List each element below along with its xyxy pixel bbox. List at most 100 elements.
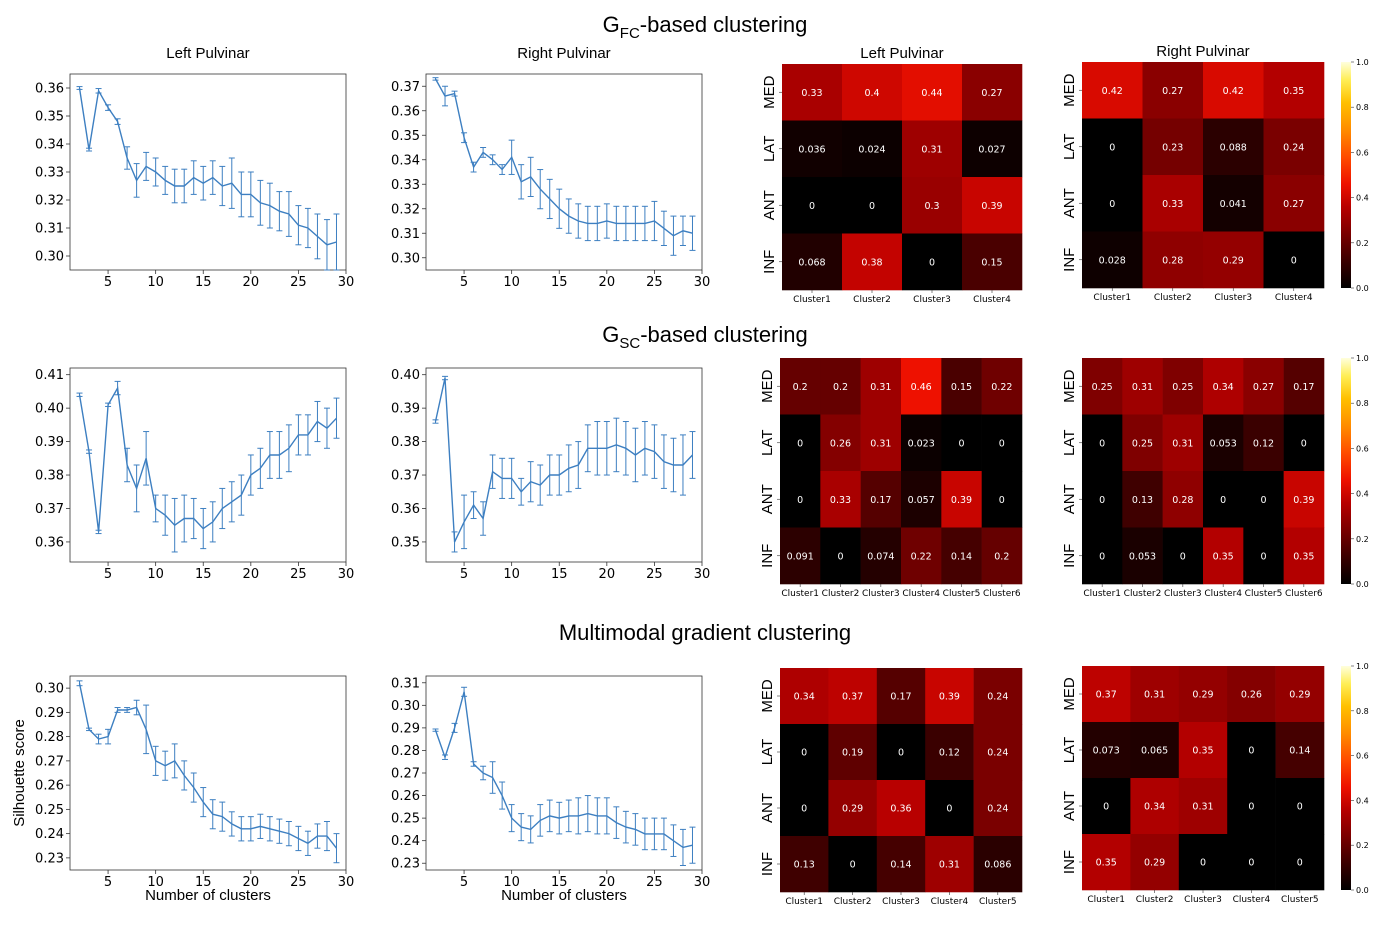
series-line [78, 87, 337, 246]
heatmap-cell [1275, 834, 1325, 891]
colorbar-tick-label: 0.8 [1356, 707, 1369, 716]
row-label: ANT [1061, 188, 1078, 218]
line-chart: 5 10 15 20 25 30 0.23 0.24 0.25 0.26 0.27 0.28 0.29 0… [391, 675, 710, 904]
heatmap-cell [1283, 358, 1325, 415]
x-axis-label: Number of clusters [501, 887, 627, 904]
cell-value-label: 0.2 [793, 382, 808, 393]
heatmap-cell [1082, 527, 1123, 585]
col-label: Cluster6 [1285, 589, 1323, 599]
heatmap-cell [828, 836, 878, 893]
cell-value-label: 0.22 [911, 551, 932, 562]
heatmap-cell [1243, 471, 1284, 528]
row-label: MED [759, 369, 776, 403]
row-label: MED [1061, 677, 1078, 711]
col-label: Cluster3 [1214, 293, 1252, 303]
y-tick-label: 0.31 [391, 676, 420, 691]
y-tick-label: 0.23 [35, 851, 64, 866]
cell-value-label: 0.13 [794, 860, 815, 871]
cell-value-label: 0.027 [978, 144, 1005, 155]
heatmap-cell [820, 414, 861, 472]
y-tick-label: 0.30 [35, 250, 64, 265]
cell-value-label: 0.26 [1241, 690, 1262, 701]
cell-value-label: 0.24 [987, 748, 1008, 759]
colorbar-tick-label: 0.0 [1356, 284, 1369, 293]
col-label: Cluster3 [1164, 589, 1202, 599]
heatmap-cell [1178, 722, 1228, 779]
line-chart: 5 10 15 20 25 30 0.23 0.24 0.25 0.26 0.27 0.28 0.29 0… [11, 675, 354, 904]
y-tick-label: 0.32 [35, 194, 64, 209]
heatmap-cell [962, 233, 1023, 291]
cell-value-label: 0.29 [1192, 690, 1213, 701]
cell-value-label: 0.27 [1253, 382, 1274, 393]
x-tick-label: 15 [195, 875, 212, 890]
cell-value-label: 0.33 [1162, 199, 1183, 210]
heatmap-cell [828, 780, 878, 837]
heatmap-cell [1130, 834, 1180, 891]
cell-value-label: 0.42 [1223, 86, 1244, 97]
row-title-sub: FC [620, 25, 640, 42]
x-tick-label: 20 [243, 567, 260, 582]
heatmap-cell [1227, 722, 1276, 779]
col-label: Cluster5 [943, 589, 981, 599]
cell-value-label: 0 [850, 860, 856, 871]
cell-value-label: 0.24 [987, 804, 1008, 815]
heatmap-cell [780, 724, 829, 781]
x-tick-label: 10 [147, 567, 164, 582]
x-tick-label: 25 [646, 875, 663, 890]
heatmap-cell [876, 780, 926, 837]
heatmap-cell [902, 64, 963, 121]
cell-value-label: 0 [1260, 551, 1266, 562]
heatmap-cell [780, 836, 829, 893]
colorbar-gradient [1341, 358, 1351, 584]
row-label: ANT [759, 793, 776, 823]
cell-value-label: 0.34 [1213, 382, 1234, 393]
row-label: MED [761, 75, 778, 109]
colorbar-tick-label: 0.8 [1356, 103, 1369, 112]
y-tick-label: 0.36 [35, 535, 64, 550]
y-tick-label: 0.36 [391, 502, 420, 517]
heatmap-cell [1082, 358, 1123, 415]
y-tick-label: 0.36 [391, 104, 420, 119]
heatmap-cell [941, 471, 982, 528]
y-tick-label: 0.35 [391, 129, 420, 144]
y-tick-label: 0.25 [391, 812, 420, 827]
y-tick-label: 0.29 [391, 721, 420, 736]
y-tick-label: 0.34 [391, 153, 420, 168]
x-tick-label: 10 [503, 875, 520, 890]
heatmap-cell [1082, 414, 1123, 472]
heatmap-cell [1082, 722, 1131, 779]
line-chart: Right Pulvinar 5 10 15 20 25 30 0.30 0.31 0.32 0.3… [391, 45, 710, 290]
x-tick-label: 20 [243, 275, 260, 290]
cell-value-label: 0 [929, 257, 935, 268]
cell-value-label: 0.074 [867, 551, 894, 562]
x-tick-label: 5 [104, 567, 112, 582]
heatmap: 0.34 0.37 0.17 0.39 0.24 0 0.19 0 0.12 0.24 0 0.29 0… [759, 668, 1023, 907]
cell-value-label: 0.088 [1220, 142, 1247, 153]
row-title: Multimodal gradient clustering [559, 620, 851, 645]
colorbar-tick-label: 0.0 [1356, 886, 1369, 895]
col-label: Cluster1 [785, 897, 823, 907]
row-label: INF [761, 250, 778, 274]
heatmap-cell [1130, 722, 1180, 779]
heatmap-cell [860, 527, 902, 585]
col-label: Cluster1 [1093, 293, 1131, 303]
x-tick-label: 10 [147, 275, 164, 290]
heatmap-cell [1227, 778, 1276, 835]
heatmap-cell [973, 780, 1023, 837]
heatmap-cell [1263, 175, 1325, 232]
heatmap-cell [860, 358, 902, 415]
cell-value-label: 0.35 [1192, 746, 1213, 757]
y-tick-label: 0.27 [391, 767, 420, 782]
heatmap-cell [981, 527, 1023, 585]
heatmap-cell [820, 471, 861, 528]
cell-value-label: 0.14 [1289, 746, 1310, 757]
y-tick-label: 0.38 [35, 469, 64, 484]
heatmap-cell [925, 724, 974, 781]
heatmap-cell [1082, 175, 1143, 232]
heatmap-cell [1162, 414, 1204, 472]
heatmap-cell [981, 358, 1023, 415]
cell-value-label: 0.19 [842, 748, 863, 759]
row-label: ANT [759, 484, 776, 514]
heatmap-cell [1203, 175, 1264, 232]
row-label: INF [1061, 544, 1078, 568]
